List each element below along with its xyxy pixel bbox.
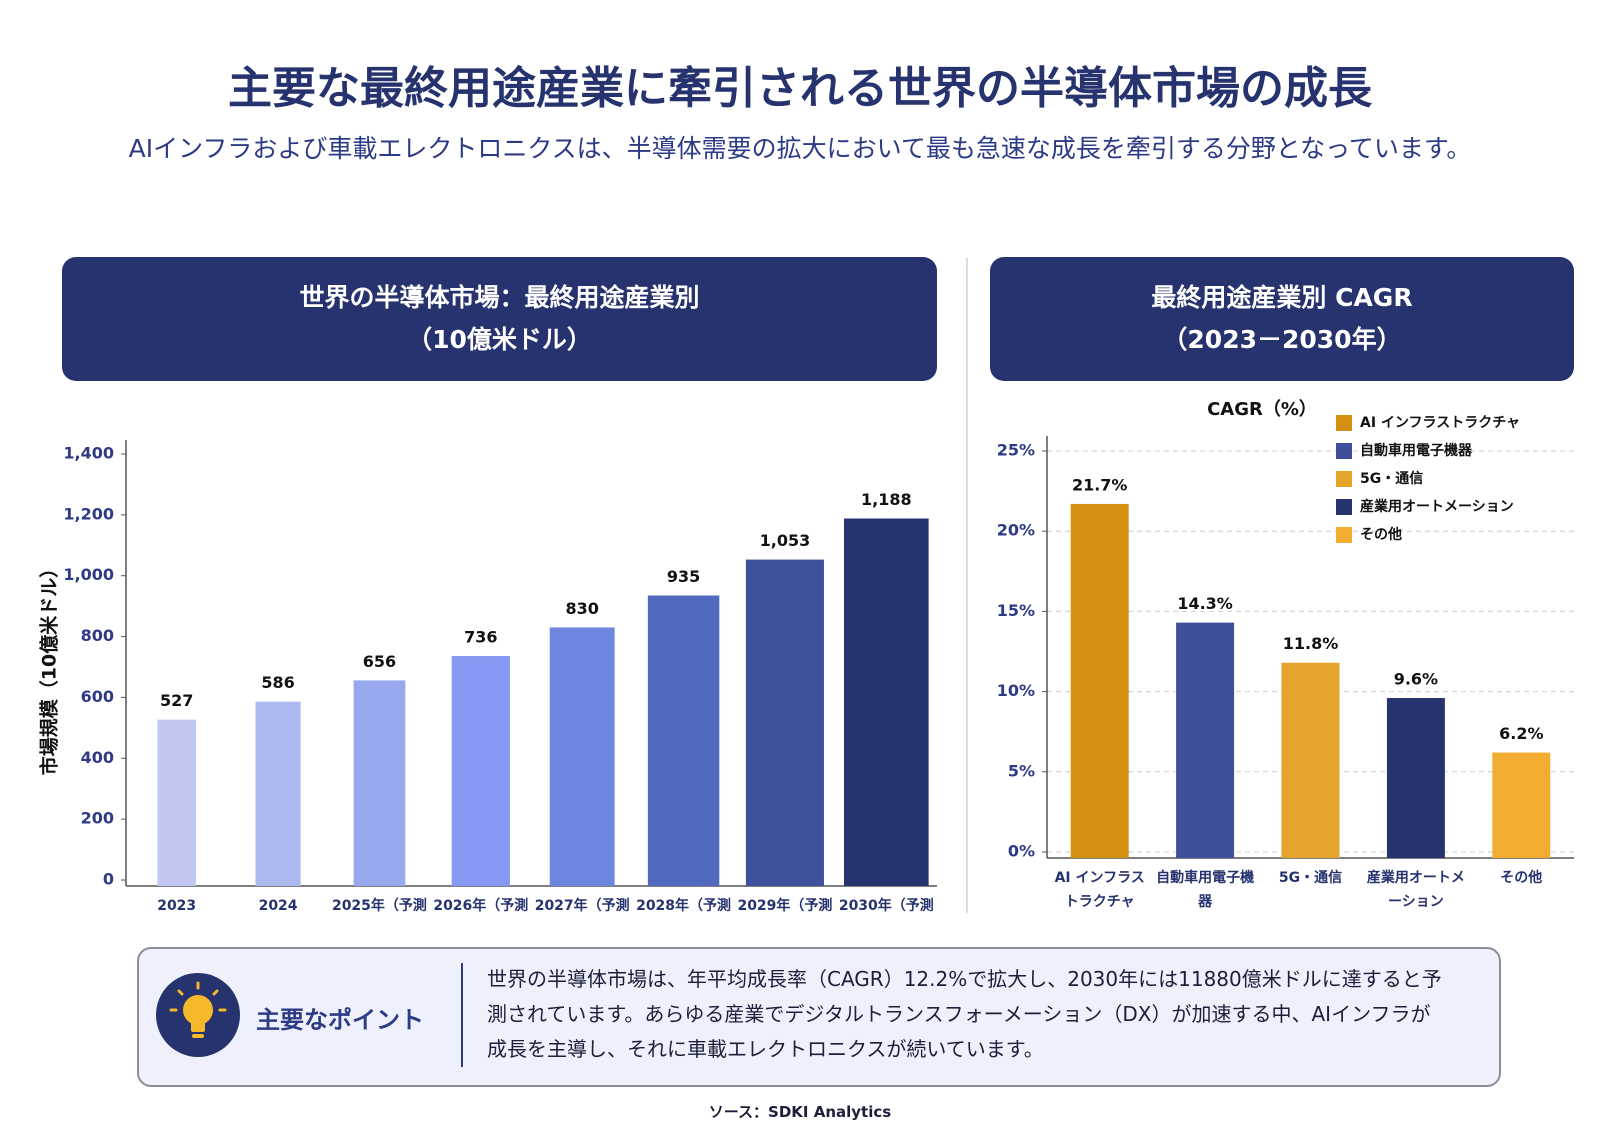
y-tick-label: 15% xyxy=(997,601,1035,620)
legend-swatch xyxy=(1336,471,1352,487)
source: ソース：SDKI Analytics xyxy=(708,1103,892,1121)
chart-subtitle: （10億米ドル） xyxy=(407,325,592,354)
key-point-box xyxy=(137,947,1501,1087)
value-label: 21.7% xyxy=(1072,475,1128,494)
y-tick-label: 25% xyxy=(997,441,1035,460)
value-label: 736 xyxy=(464,628,497,647)
page-subtitle: AIインフラおよび車載エレクトロニクスは、半導体需要の拡大において最も急速な成長… xyxy=(128,134,1472,163)
y-tick-label: 1,000 xyxy=(63,565,114,584)
x-tick-label: 2025年（予測 xyxy=(332,897,427,914)
value-label: 656 xyxy=(363,652,396,671)
x-tick-label: 5G・通信 xyxy=(1278,870,1343,886)
x-tick-label: 2030年（予測 xyxy=(839,897,934,914)
y-axis-label: CAGR（%） xyxy=(1207,399,1317,420)
value-label: 9.6% xyxy=(1394,670,1438,689)
bar xyxy=(745,559,824,886)
y-axis-label: 市場規模（10億米ドル） xyxy=(38,559,61,775)
value-label: 14.3% xyxy=(1177,594,1233,613)
legend-label: その他 xyxy=(1360,526,1402,543)
y-tick-label: 1,200 xyxy=(63,504,114,523)
value-label: 527 xyxy=(160,691,193,710)
bar xyxy=(647,595,720,886)
x-tick-label: 2026年（予測 xyxy=(433,897,528,914)
x-tick-label: 2023 xyxy=(157,898,196,914)
legend-label: 自動車用電子機器 xyxy=(1360,442,1473,459)
page-title: 主要な最終用途産業に牽引される世界の半導体市場の成長 xyxy=(228,63,1372,114)
y-tick-label: 10% xyxy=(997,681,1035,700)
bar xyxy=(1386,698,1445,858)
bar xyxy=(1176,622,1235,858)
y-tick-label: 800 xyxy=(81,626,114,645)
bar xyxy=(353,680,406,886)
bar xyxy=(549,627,615,886)
value-label: 830 xyxy=(565,599,598,618)
bar xyxy=(1492,752,1551,858)
y-tick-label: 1,400 xyxy=(63,444,114,463)
legend-label: 産業用オートメーション xyxy=(1360,498,1514,515)
panel-header: 世界の半導体市場：最終用途産業別 （10億米ドル） xyxy=(62,257,937,381)
divider xyxy=(966,258,968,913)
y-tick-label: 200 xyxy=(81,809,114,828)
chart-subtitle: （2023－2030年） xyxy=(1162,325,1402,354)
bar xyxy=(255,701,301,886)
charts: 0 200 400 600 800 1,000 1,200 1,400 527 2023 586 20… xyxy=(38,399,1574,914)
value-label: 586 xyxy=(261,673,294,692)
legend-swatch xyxy=(1336,415,1352,431)
x-tick-label: 産業用オートメーション xyxy=(1366,870,1465,910)
value-label: 935 xyxy=(667,567,700,586)
y-tick-label: 0% xyxy=(1008,842,1035,861)
legend-swatch xyxy=(1336,527,1352,543)
x-tick-label: 2028年（予測 xyxy=(636,897,731,914)
bar xyxy=(451,656,510,886)
chart-title: 世界の半導体市場：最終用途産業別 xyxy=(299,283,700,312)
y-tick-label: 5% xyxy=(1008,761,1035,780)
x-tick-label: 自動車用電子機器 xyxy=(1156,870,1255,910)
x-tick-label: 2029年（予測 xyxy=(737,897,832,914)
value-label: 1,188 xyxy=(861,490,912,509)
bar xyxy=(843,518,929,886)
x-tick-label: 2024 xyxy=(259,898,298,914)
y-tick-label: 0 xyxy=(103,870,114,889)
chart-title: 最終用途産業別 CAGR xyxy=(1151,283,1413,312)
bar xyxy=(157,719,196,886)
key-point-text: 世界の半導体市場は、年平均成長率（CAGR）12.2%で拡大し、2030年には1… xyxy=(487,967,1442,1061)
separator xyxy=(461,963,463,1067)
panel-header: 最終用途産業別 CAGR （2023－2030年） xyxy=(990,257,1574,381)
value-label: 6.2% xyxy=(1499,724,1543,743)
legend-label: AI インフラストラクチャ xyxy=(1360,415,1520,431)
x-tick-label: その他 xyxy=(1500,870,1543,886)
legend-swatch xyxy=(1336,499,1352,515)
value-label: 1,053 xyxy=(760,531,811,550)
key-point-label: 主要なポイント xyxy=(256,1006,424,1034)
bar xyxy=(1281,662,1340,858)
value-label: 11.8% xyxy=(1283,634,1339,653)
bar xyxy=(1070,503,1129,858)
legend-label: 5G・通信 xyxy=(1360,470,1423,487)
x-tick-label: AI インフラストラクチャ xyxy=(1054,870,1145,910)
legend-swatch xyxy=(1336,443,1352,459)
x-tick-label: 2027年（予測 xyxy=(535,897,630,914)
y-tick-label: 400 xyxy=(81,748,114,767)
y-tick-label: 20% xyxy=(997,521,1035,540)
y-tick-label: 600 xyxy=(81,687,114,706)
